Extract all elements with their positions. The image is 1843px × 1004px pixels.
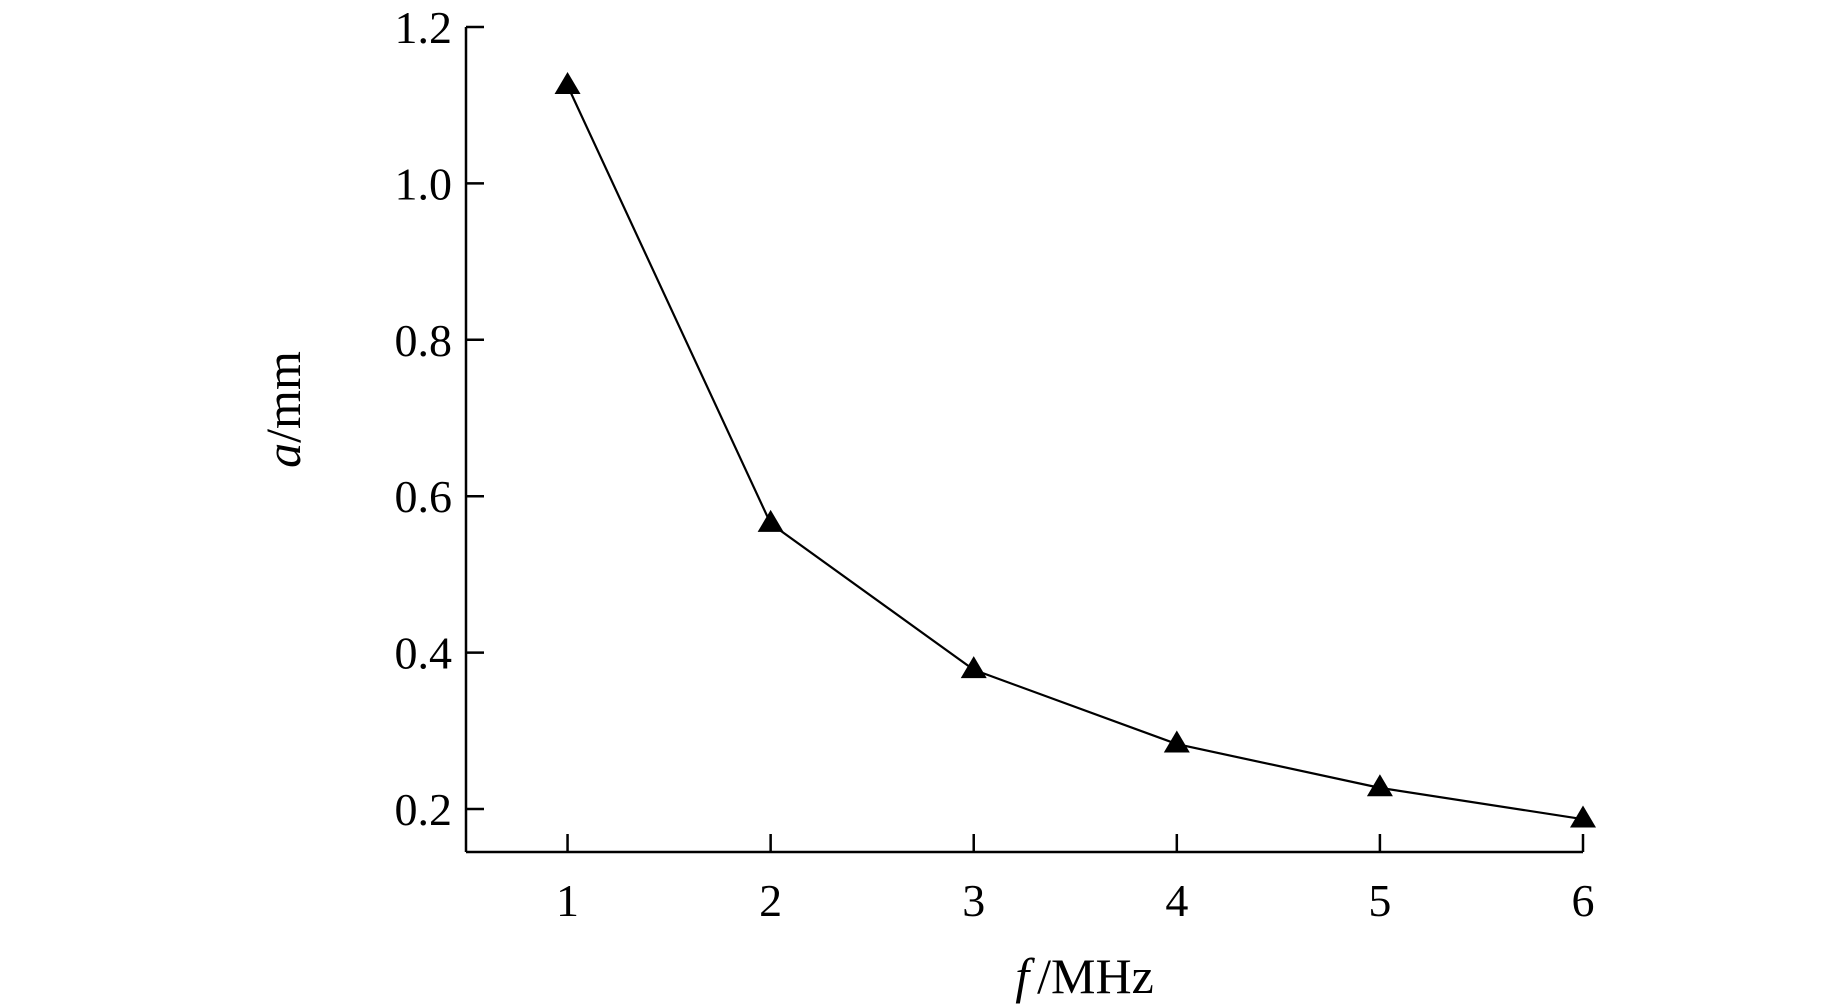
series-layer [554, 72, 1596, 828]
data-point-triangle [1163, 730, 1190, 753]
y-tick-label: 1.2 [395, 2, 453, 53]
x-ticks: 1 2 3 4 5 6 [556, 834, 1595, 926]
x-tick-label: 3 [962, 875, 985, 926]
x-tick-label: 4 [1165, 875, 1188, 926]
y-ticks: 0.2 0.4 0.6 0.8 1.0 1.2 [395, 2, 484, 835]
x-axis-title: f/MHz [1015, 948, 1154, 1004]
y-axis-unit: /mm [255, 351, 311, 443]
x-axis-var: f [1015, 948, 1035, 1004]
x-tick-label: 1 [556, 875, 579, 926]
y-tick-label: 0.2 [395, 784, 453, 835]
series-line [566, 85, 1584, 821]
x-tick-label: 6 [1572, 875, 1595, 926]
data-point-triangle [1570, 805, 1596, 828]
data-point-triangle [1366, 774, 1393, 797]
data-point-triangle [960, 656, 987, 679]
y-tick-label: 1.0 [395, 158, 453, 209]
axes [464, 27, 1583, 854]
data-point-triangle [554, 72, 581, 95]
y-tick-label: 0.8 [395, 315, 453, 366]
data-point-triangle [757, 509, 784, 532]
x-axis-unit: /MHz [1037, 948, 1154, 1004]
x-tick-label: 5 [1368, 875, 1391, 926]
y-tick-label: 0.4 [395, 628, 453, 679]
y-tick-label: 0.6 [395, 471, 453, 522]
x-tick-label: 2 [759, 875, 782, 926]
y-axis-title: a/mm [255, 351, 311, 468]
y-axis-var: a [255, 443, 311, 468]
